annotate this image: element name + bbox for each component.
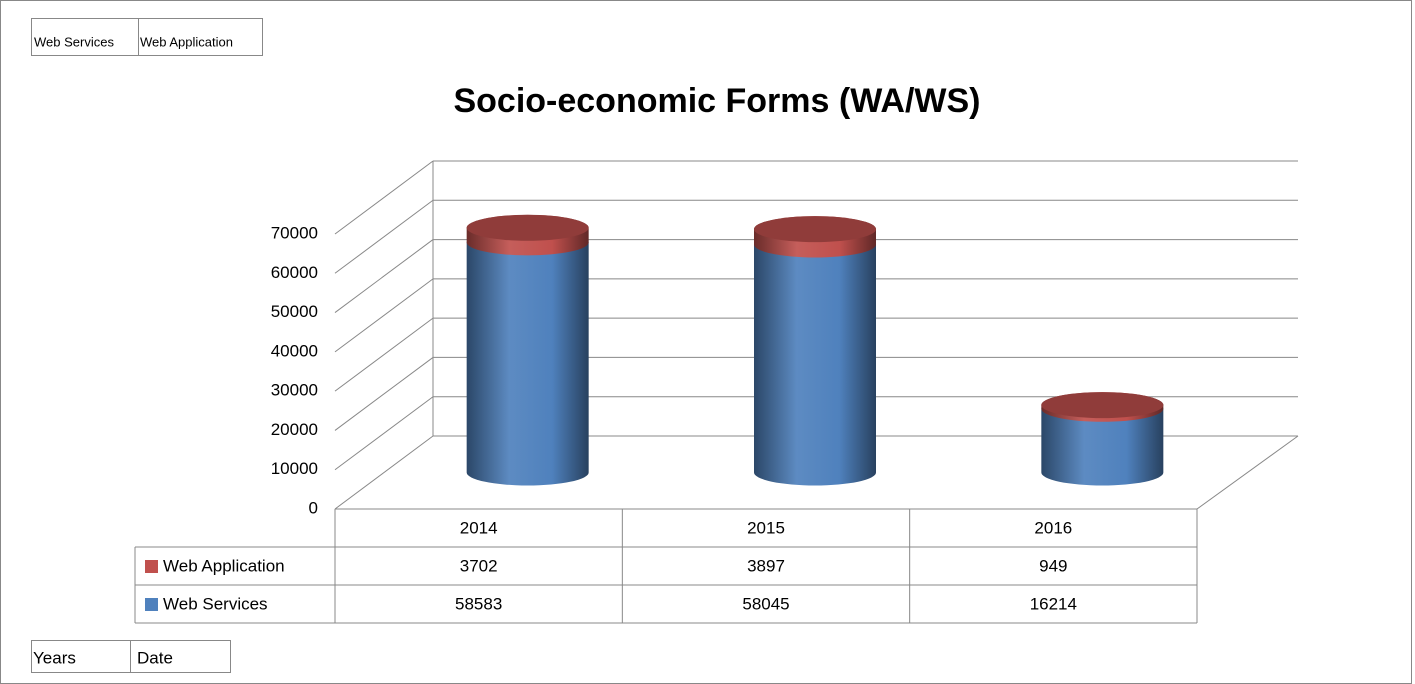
table-value: 3702 [460,556,498,575]
grid-line [334,317,434,392]
field-button[interactable] [138,18,263,56]
field-button-label: Date [137,648,173,667]
field-button-label: Years [33,648,76,667]
y-tick-label: 10000 [271,459,318,478]
table-value: 58045 [742,594,789,613]
x-tick-label: 2015 [747,518,785,537]
legend-label: Web Services [163,594,268,613]
grid-line [334,396,434,471]
x-tick-label: 2016 [1034,518,1072,537]
cylinder-top [1041,392,1164,419]
field-button-label: Web Application [140,34,233,49]
table-value: 3897 [747,556,785,575]
grid-line [334,239,434,313]
y-tick-label: 40000 [271,341,318,360]
x-tick-label: 2014 [460,518,498,537]
cylinder-top [466,214,589,241]
y-tick-label: 30000 [271,381,318,400]
legend-swatch [145,598,158,611]
field-button[interactable] [130,640,231,673]
table-value: 949 [1039,556,1067,575]
field-button[interactable] [31,18,139,56]
grid-line [334,278,434,353]
grid-line [334,435,434,510]
y-tick-label: 60000 [271,263,318,282]
legend-label: Web Application [163,556,285,575]
cylinder-segment [754,231,876,486]
field-button-label: Web Services [34,34,114,49]
legend-swatch [145,560,158,573]
y-tick-label: 70000 [271,223,318,242]
table-value: 58583 [455,594,502,613]
grid-line [334,357,434,431]
chart-title: Socio-economic Forms (WA/WS) [453,82,980,120]
grid-line [334,160,434,235]
cylinder-segment [466,229,589,486]
table-value: 16214 [1030,594,1077,613]
cylinder-top [754,216,876,243]
y-tick-label: 0 [309,498,318,517]
y-tick-label: 50000 [271,302,318,321]
grid-line [334,199,434,274]
floor-edge [1196,435,1299,510]
y-tick-label: 20000 [271,420,318,439]
